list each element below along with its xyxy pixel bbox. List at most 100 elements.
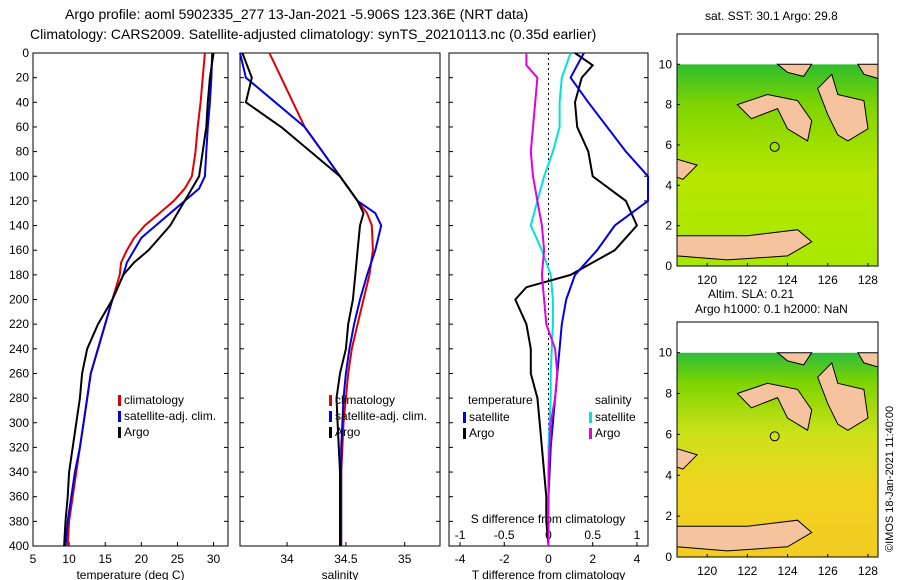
x-tick-label: 4 [634, 552, 641, 566]
x-tick-label: 20 [135, 552, 149, 566]
land-mass [776, 352, 813, 366]
legend-temperature-heading: temperature [468, 393, 533, 407]
legend-swatch [118, 427, 121, 438]
x-tick-label: 5 [30, 552, 37, 566]
x-tick-label: 35 [398, 552, 412, 566]
temperature-xlabel: temperature (deg C) [76, 568, 184, 580]
land-mass [676, 519, 813, 552]
legend-label: Argo [595, 426, 621, 440]
map-y-tick-label: 8 [665, 387, 672, 401]
argo-float-marker [769, 141, 780, 152]
legend-label: Argo [469, 426, 495, 440]
map-y-tick-label: 2 [665, 219, 672, 233]
land-mass [676, 229, 813, 261]
sla-map-title-2: Argo h1000: 0.1 h2000: NaN [695, 302, 848, 316]
map-x-tick-label: 124 [778, 564, 798, 578]
salinity-panel: 34 34.5 35 salinity climatology satellite-adj… [239, 52, 441, 580]
y-tick-label: 240 [9, 342, 29, 356]
legend-swatch [589, 412, 592, 423]
x-tick-label: 34 [280, 552, 294, 566]
legend-swatch [463, 428, 466, 439]
y-tick-label: 40 [16, 95, 30, 109]
legend-label: satellite [469, 410, 510, 424]
x-tick-label: -4 [455, 552, 466, 566]
top-x-tick-label: 1 [634, 528, 641, 542]
legend-swatch [329, 395, 332, 406]
salinity-xlabel: salinity [322, 568, 359, 580]
y-tick-label: 200 [9, 293, 29, 307]
map-y-tick-label: 4 [665, 468, 672, 482]
y-tick-label: 380 [9, 514, 29, 528]
temperature-panel: 0 20 40 60 80 100 120 140 160 180 200 220 240 260 280 3… [9, 46, 229, 580]
y-tick-label: 0 [22, 46, 29, 60]
top-x-tick-label: 0.5 [584, 528, 601, 542]
difference-xlabel: T difference from climatology [472, 568, 626, 580]
x-tick-label: -2 [499, 552, 510, 566]
legend-label: satellite-adj. clim. [335, 409, 427, 423]
map-y-tick-label: 0 [665, 550, 672, 564]
salinity-series-satellite-adj-clim- [239, 52, 383, 546]
map-frame [676, 33, 879, 267]
argo-float-marker [769, 431, 780, 442]
land-mass [776, 63, 813, 77]
map-y-tick-label: 6 [665, 427, 672, 441]
nodata-band [677, 34, 878, 65]
temperature-series-climatology [66, 52, 206, 547]
map-y-tick-label: 8 [665, 98, 672, 112]
legend-label: climatology [124, 393, 184, 407]
sst-map: sat. SST: 30.1 Argo: 29.8 0 2 4 6 8 10 120 122 1… [659, 9, 879, 287]
land-mass [817, 361, 869, 431]
title-line-1: Argo profile: aoml 5902335_277 13-Jan-20… [65, 6, 528, 22]
x-tick-label: 0 [545, 552, 552, 566]
land-mass [736, 382, 813, 432]
map-frame [676, 321, 879, 558]
x-tick-label: 34.5 [334, 552, 358, 566]
map-x-tick-label: 126 [818, 273, 838, 287]
x-tick-label: 2 [589, 552, 596, 566]
legend-swatch [118, 411, 121, 422]
legend-label: Argo [335, 425, 361, 439]
y-tick-label: 160 [9, 243, 29, 257]
difference-series-satellite-s-diff [547, 52, 649, 546]
difference-series-argo-s-diff [525, 53, 559, 546]
map-y-tick-label: 4 [665, 178, 672, 192]
y-tick-label: 360 [9, 490, 29, 504]
map-y-tick-label: 0 [665, 259, 672, 273]
x-tick-label: 10 [62, 552, 76, 566]
nodata-band [677, 322, 878, 353]
legend-swatch [329, 411, 332, 422]
legend-label: climatology [335, 393, 395, 407]
top-x-tick-label: -0.5 [494, 528, 515, 542]
x-tick-label: 30 [207, 552, 221, 566]
salinity-series-climatology [268, 52, 374, 546]
salinity-series-argo [241, 52, 365, 546]
sla-map-title-1: Altim. SLA: 0.21 [708, 287, 794, 301]
x-tick-label: 25 [171, 552, 185, 566]
legend-swatch [463, 412, 466, 423]
title-line-2: Climatology: CARS2009. Satellite-adjuste… [30, 26, 596, 42]
y-tick-label: 60 [16, 120, 30, 134]
legend-salinity-heading: salinity [595, 393, 632, 407]
temperature-plot-frame [32, 52, 229, 547]
y-tick-label: 100 [9, 169, 29, 183]
map-x-tick-label: 122 [737, 564, 757, 578]
y-tick-label: 260 [9, 366, 29, 380]
legend-swatch [589, 428, 592, 439]
sla-map: Altim. SLA: 0.21 Argo h1000: 0.1 h2000: … [659, 287, 879, 578]
y-tick-label: 320 [9, 440, 29, 454]
y-tick-label: 220 [9, 317, 29, 331]
y-tick-label: 280 [9, 391, 29, 405]
legend-swatch [329, 427, 332, 438]
y-tick-label: 180 [9, 268, 29, 282]
y-tick-label: 80 [16, 145, 30, 159]
y-tick-label: 120 [9, 194, 29, 208]
map-y-tick-label: 6 [665, 138, 672, 152]
sst-map-title: sat. SST: 30.1 Argo: 29.8 [705, 9, 838, 23]
temperature-series-argo [63, 52, 215, 547]
imos-footer: ©IMOS 18-Jan-2021 11:40:00 [884, 406, 896, 552]
y-tick-label: 20 [16, 71, 30, 85]
x-tick-label: 15 [99, 552, 113, 566]
map-y-tick-label: 2 [665, 509, 672, 523]
legend-label: satellite-adj. clim. [124, 409, 216, 423]
